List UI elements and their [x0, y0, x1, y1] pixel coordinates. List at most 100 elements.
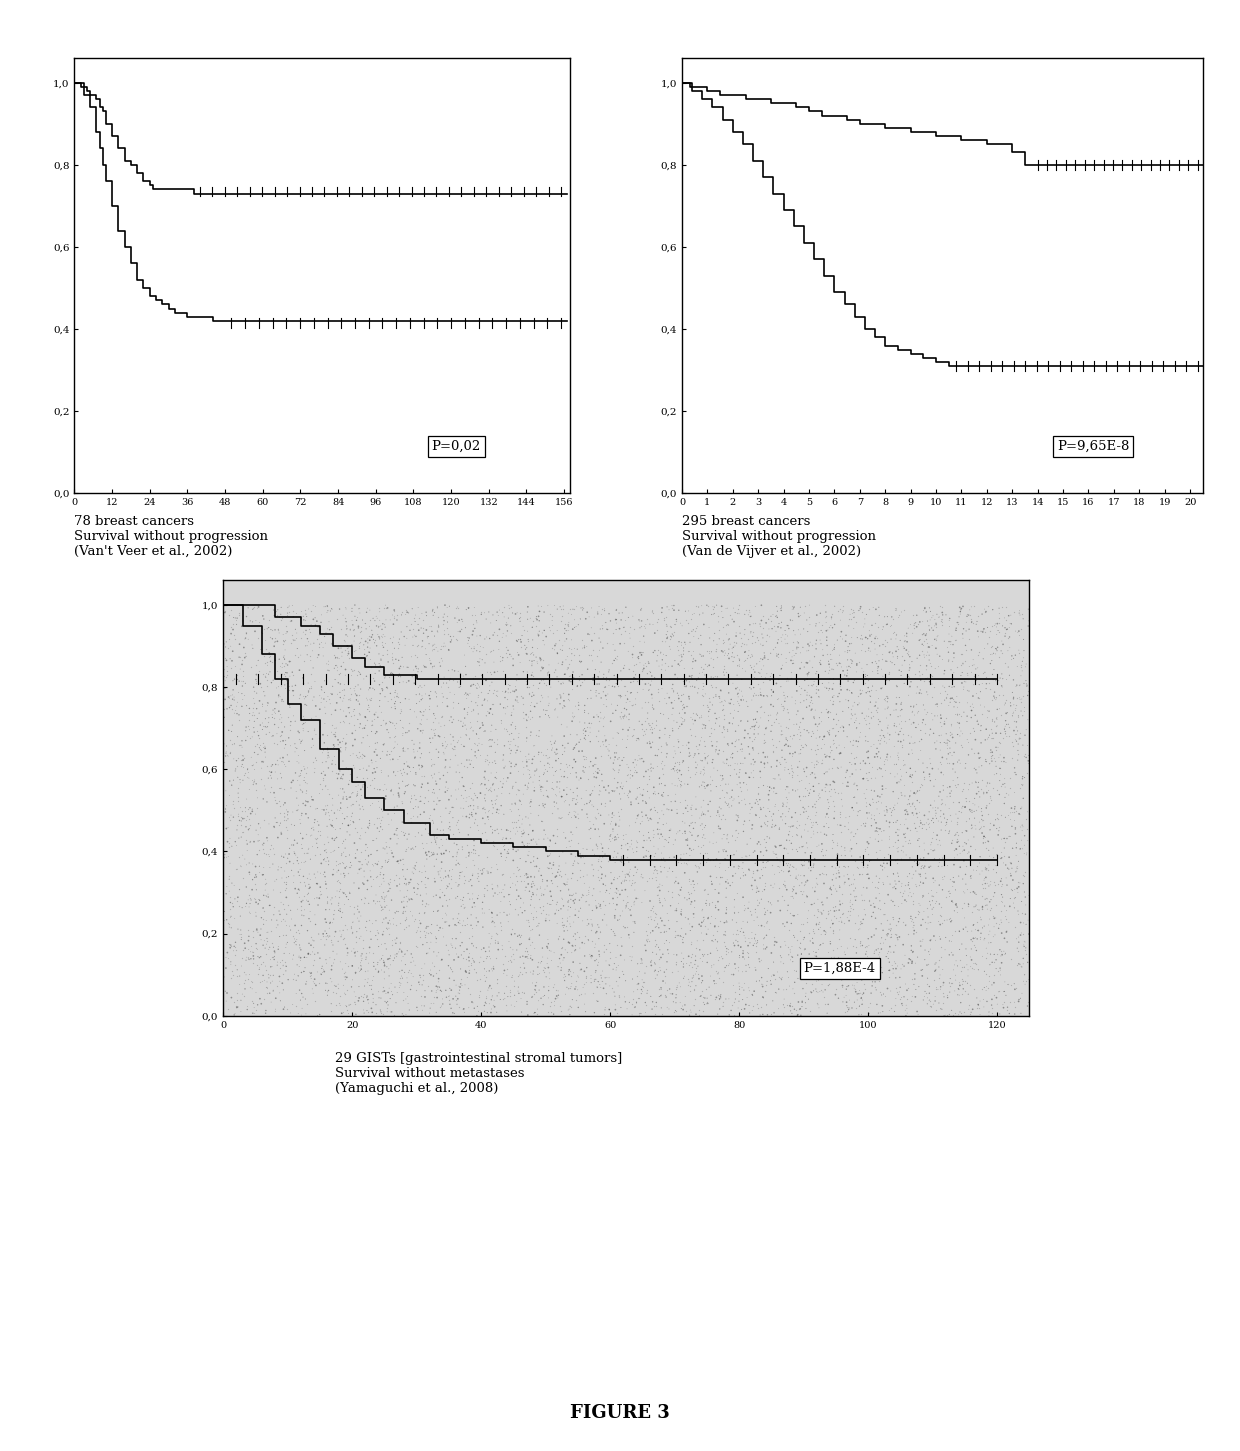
Point: [377, 718, 397, 741]
Point: [413, 933, 433, 956]
Point: [516, 715, 536, 739]
Point: [598, 737, 618, 760]
Point: [227, 695, 247, 718]
Point: [942, 869, 962, 892]
Point: [573, 723, 593, 746]
Point: [686, 945, 706, 968]
Point: [892, 692, 911, 715]
Point: [652, 800, 672, 823]
Point: [279, 694, 299, 717]
Point: [892, 717, 911, 740]
Point: [1014, 881, 1034, 904]
Point: [817, 744, 837, 768]
Point: [396, 910, 415, 933]
Point: [492, 601, 512, 624]
Point: [497, 904, 517, 927]
Point: [321, 814, 341, 837]
Point: [601, 830, 621, 853]
Point: [625, 856, 645, 879]
Point: [931, 609, 951, 633]
Point: [562, 972, 582, 995]
Point: [579, 881, 599, 904]
Point: [734, 650, 754, 673]
Point: [872, 791, 892, 814]
Point: [345, 679, 365, 702]
Point: [774, 696, 794, 720]
Point: [625, 872, 645, 895]
Point: [517, 990, 537, 1013]
Point: [954, 834, 973, 858]
Point: [244, 770, 264, 794]
Point: [502, 810, 522, 833]
Point: [512, 808, 532, 831]
Point: [434, 763, 454, 786]
Point: [351, 778, 371, 801]
Point: [295, 875, 315, 898]
Point: [585, 805, 605, 829]
Point: [774, 860, 794, 884]
Point: [345, 756, 365, 779]
Point: [910, 852, 930, 875]
Point: [268, 950, 288, 974]
Point: [231, 768, 250, 791]
Point: [512, 963, 532, 987]
Point: [583, 914, 603, 937]
Point: [940, 730, 960, 753]
Point: [692, 979, 712, 1003]
Point: [622, 659, 642, 682]
Point: [869, 963, 889, 987]
Point: [584, 878, 604, 901]
Point: [526, 615, 546, 638]
Point: [541, 830, 560, 853]
Point: [484, 988, 503, 1011]
Point: [589, 869, 609, 892]
Point: [962, 798, 982, 821]
Point: [808, 948, 828, 971]
Point: [363, 762, 383, 785]
Point: [847, 707, 867, 730]
Point: [693, 644, 713, 667]
Point: [611, 834, 631, 858]
Point: [269, 814, 289, 837]
Point: [521, 708, 541, 731]
Point: [885, 831, 905, 855]
Point: [806, 637, 826, 660]
Point: [838, 608, 858, 631]
Point: [668, 766, 688, 789]
Point: [275, 676, 295, 699]
Point: [520, 814, 539, 837]
Point: [551, 595, 570, 618]
Point: [725, 956, 745, 979]
Point: [818, 797, 838, 820]
Point: [563, 701, 583, 724]
Point: [765, 781, 785, 804]
Point: [575, 607, 595, 630]
Point: [968, 992, 988, 1016]
Point: [481, 958, 501, 981]
Point: [889, 749, 909, 772]
Point: [888, 746, 908, 769]
Point: [954, 678, 973, 701]
Point: [257, 662, 277, 685]
Point: [646, 905, 666, 929]
Point: [498, 673, 518, 696]
Point: [511, 946, 531, 969]
Text: P=0,02: P=0,02: [432, 440, 481, 453]
Point: [773, 792, 792, 815]
Point: [930, 739, 950, 762]
Point: [822, 882, 842, 905]
Point: [384, 823, 404, 846]
Point: [471, 744, 491, 768]
Point: [257, 885, 277, 908]
Point: [965, 667, 985, 691]
Point: [928, 695, 947, 718]
Point: [756, 715, 776, 739]
Point: [253, 692, 273, 715]
Point: [719, 604, 739, 627]
Point: [396, 943, 415, 966]
Point: [401, 807, 420, 830]
Point: [748, 859, 768, 882]
Point: [702, 956, 722, 979]
Point: [601, 823, 621, 846]
Point: [739, 891, 759, 914]
